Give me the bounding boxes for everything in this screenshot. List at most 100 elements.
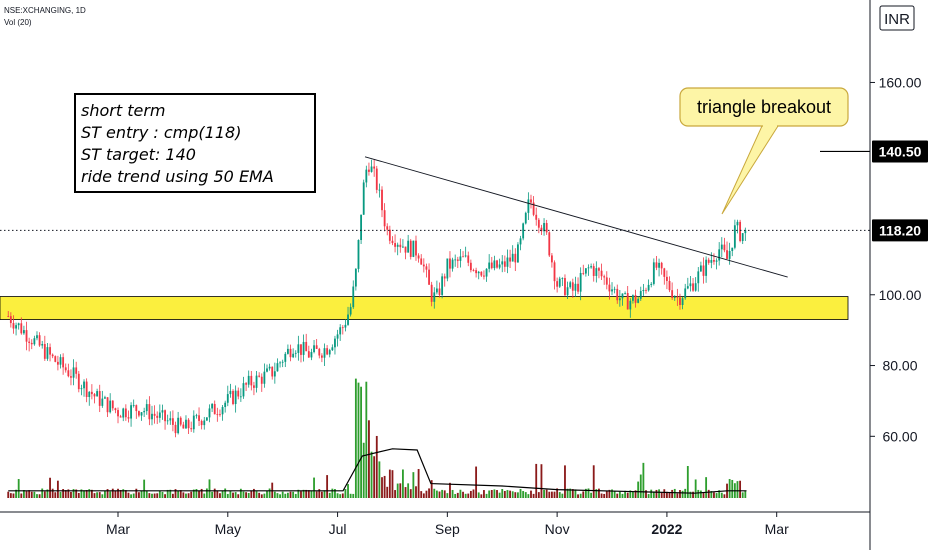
note-box[interactable] <box>74 93 316 193</box>
volume-bar <box>681 490 684 498</box>
volume-bar <box>433 488 436 498</box>
symbol-legend[interactable]: NSE:XCHANGING, 1D <box>4 6 86 15</box>
volume-bar <box>472 489 475 498</box>
volume-bar <box>70 491 72 498</box>
volume-bar <box>383 475 386 498</box>
current-price-label[interactable]: 118.20 <box>872 219 928 242</box>
volume-bar <box>736 481 739 498</box>
candle <box>545 219 548 235</box>
volume-bar <box>28 490 31 498</box>
volume-bar <box>692 491 694 498</box>
note-line-1: short term <box>81 101 165 120</box>
volume-bar <box>56 480 59 498</box>
volume-bar <box>741 492 744 498</box>
volume-bar <box>676 493 679 498</box>
volume-bar <box>582 491 585 498</box>
candle <box>208 404 211 423</box>
volume-bar <box>234 492 237 498</box>
volume-bar <box>318 489 321 498</box>
volume-bar <box>616 493 619 498</box>
volume-bar <box>715 493 718 498</box>
triangle-trendline[interactable] <box>364 156 788 278</box>
candle <box>49 343 51 362</box>
volume-bar <box>38 494 41 498</box>
volume-bar <box>166 489 169 498</box>
target-price-label[interactable]: 140.50 <box>872 140 928 163</box>
volume-bar <box>595 489 598 498</box>
candle <box>25 321 28 351</box>
candle <box>15 322 17 336</box>
price-axis[interactable]: 60.00 80.00 100.00 160.00 <box>870 74 922 444</box>
volume-bar <box>462 491 464 498</box>
candle <box>415 235 417 261</box>
currency-box[interactable] <box>879 5 915 31</box>
volume-bar <box>354 378 357 498</box>
candle <box>503 255 506 272</box>
candle <box>177 411 180 435</box>
candle <box>117 407 119 424</box>
candle <box>195 413 198 419</box>
candle <box>472 268 475 272</box>
volume-bar <box>524 492 527 498</box>
candle <box>33 335 36 346</box>
price-tick-label: 160.00 <box>879 74 922 90</box>
candle <box>135 404 138 419</box>
candle <box>511 245 514 262</box>
volume-bar <box>12 493 15 498</box>
candle <box>543 218 545 236</box>
time-axis[interactable]: Mar May Jul Sep Nov 2022 Mar <box>106 512 789 537</box>
candle <box>396 242 399 256</box>
volume-bar <box>307 490 310 498</box>
candle <box>75 361 78 379</box>
candle <box>430 281 433 307</box>
volume-bar <box>697 489 700 498</box>
volume-legend[interactable]: Vol (20) <box>4 18 32 27</box>
volume-bar <box>284 493 287 498</box>
volume-bar <box>650 489 653 498</box>
candle <box>741 233 744 245</box>
candle <box>171 410 174 432</box>
volume-bar <box>522 491 525 498</box>
volume-bar <box>608 489 611 498</box>
candle <box>253 381 255 396</box>
volume-bar <box>652 491 655 498</box>
candle <box>226 385 229 407</box>
price-tick-label: 60.00 <box>882 428 917 444</box>
candle <box>383 203 386 232</box>
candle <box>603 274 606 285</box>
volume-bar <box>441 489 444 498</box>
candle <box>294 350 297 358</box>
volume-bar <box>480 494 483 498</box>
volume-bar <box>200 488 203 498</box>
candle <box>535 207 538 226</box>
volume-bar <box>349 493 352 498</box>
candle <box>245 381 248 391</box>
candle <box>446 258 449 282</box>
note-line-2: ST entry : cmp(118) <box>81 123 241 142</box>
volume-bar <box>530 490 532 498</box>
volume-bar <box>548 491 551 498</box>
candle <box>80 384 83 396</box>
candle <box>130 402 132 427</box>
volume-bar <box>286 492 289 498</box>
volume-bar <box>352 493 355 498</box>
candle <box>153 405 156 424</box>
support-zone[interactable] <box>0 296 849 320</box>
candle <box>339 324 342 341</box>
volume-bar <box>224 488 227 498</box>
candle <box>378 183 381 198</box>
candle <box>59 354 62 369</box>
candle <box>232 389 234 406</box>
volume-bar <box>527 494 530 498</box>
volume-bar <box>574 489 577 498</box>
candle <box>386 223 389 236</box>
volume-bar <box>177 490 180 498</box>
svg-text:118.20: 118.20 <box>879 222 921 238</box>
volume-bar <box>396 483 399 498</box>
volume-bar <box>117 488 119 498</box>
price-tick-label: 100.00 <box>879 287 922 303</box>
candle <box>292 348 295 359</box>
volume-bar <box>590 492 593 498</box>
volume-bar <box>665 491 668 498</box>
candle <box>592 263 595 282</box>
